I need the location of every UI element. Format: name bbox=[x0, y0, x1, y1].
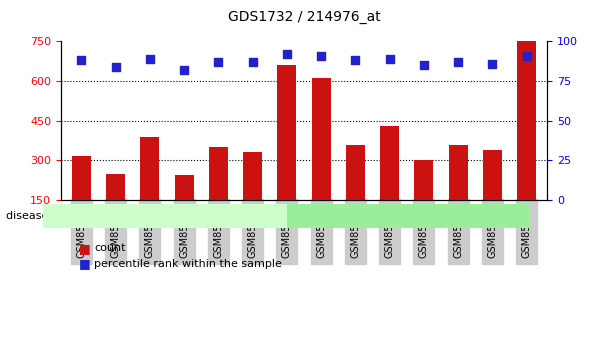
Point bbox=[111, 64, 120, 70]
Point bbox=[145, 56, 154, 62]
Point bbox=[385, 56, 395, 62]
Text: papillary thyroid cancer: papillary thyroid cancer bbox=[342, 211, 474, 220]
Point bbox=[247, 59, 257, 65]
Bar bbox=[106, 174, 125, 240]
Bar bbox=[277, 65, 296, 240]
Point bbox=[522, 53, 531, 58]
Bar bbox=[140, 137, 159, 240]
Text: ■: ■ bbox=[79, 242, 91, 255]
Bar bbox=[517, 41, 536, 240]
Text: ■: ■ bbox=[79, 257, 91, 270]
Bar bbox=[380, 126, 399, 240]
Point bbox=[316, 53, 326, 58]
Bar bbox=[449, 145, 468, 240]
Point bbox=[77, 58, 86, 63]
Point bbox=[351, 58, 361, 63]
Point bbox=[488, 61, 497, 66]
Bar bbox=[72, 156, 91, 240]
Point bbox=[454, 59, 463, 65]
Point bbox=[179, 67, 189, 73]
Bar bbox=[243, 152, 262, 240]
Text: normal: normal bbox=[145, 211, 185, 220]
Bar bbox=[415, 160, 434, 240]
Text: GDS1732 / 214976_at: GDS1732 / 214976_at bbox=[227, 10, 381, 24]
Text: disease state  ▶: disease state ▶ bbox=[6, 211, 95, 220]
Text: percentile rank within the sample: percentile rank within the sample bbox=[94, 259, 282, 269]
Text: count: count bbox=[94, 244, 126, 253]
Bar bbox=[312, 78, 331, 240]
Point bbox=[419, 62, 429, 68]
Point bbox=[213, 59, 223, 65]
Bar bbox=[346, 145, 365, 240]
Bar bbox=[209, 147, 228, 240]
Bar bbox=[174, 175, 193, 240]
Point bbox=[282, 51, 292, 57]
Bar bbox=[483, 150, 502, 240]
